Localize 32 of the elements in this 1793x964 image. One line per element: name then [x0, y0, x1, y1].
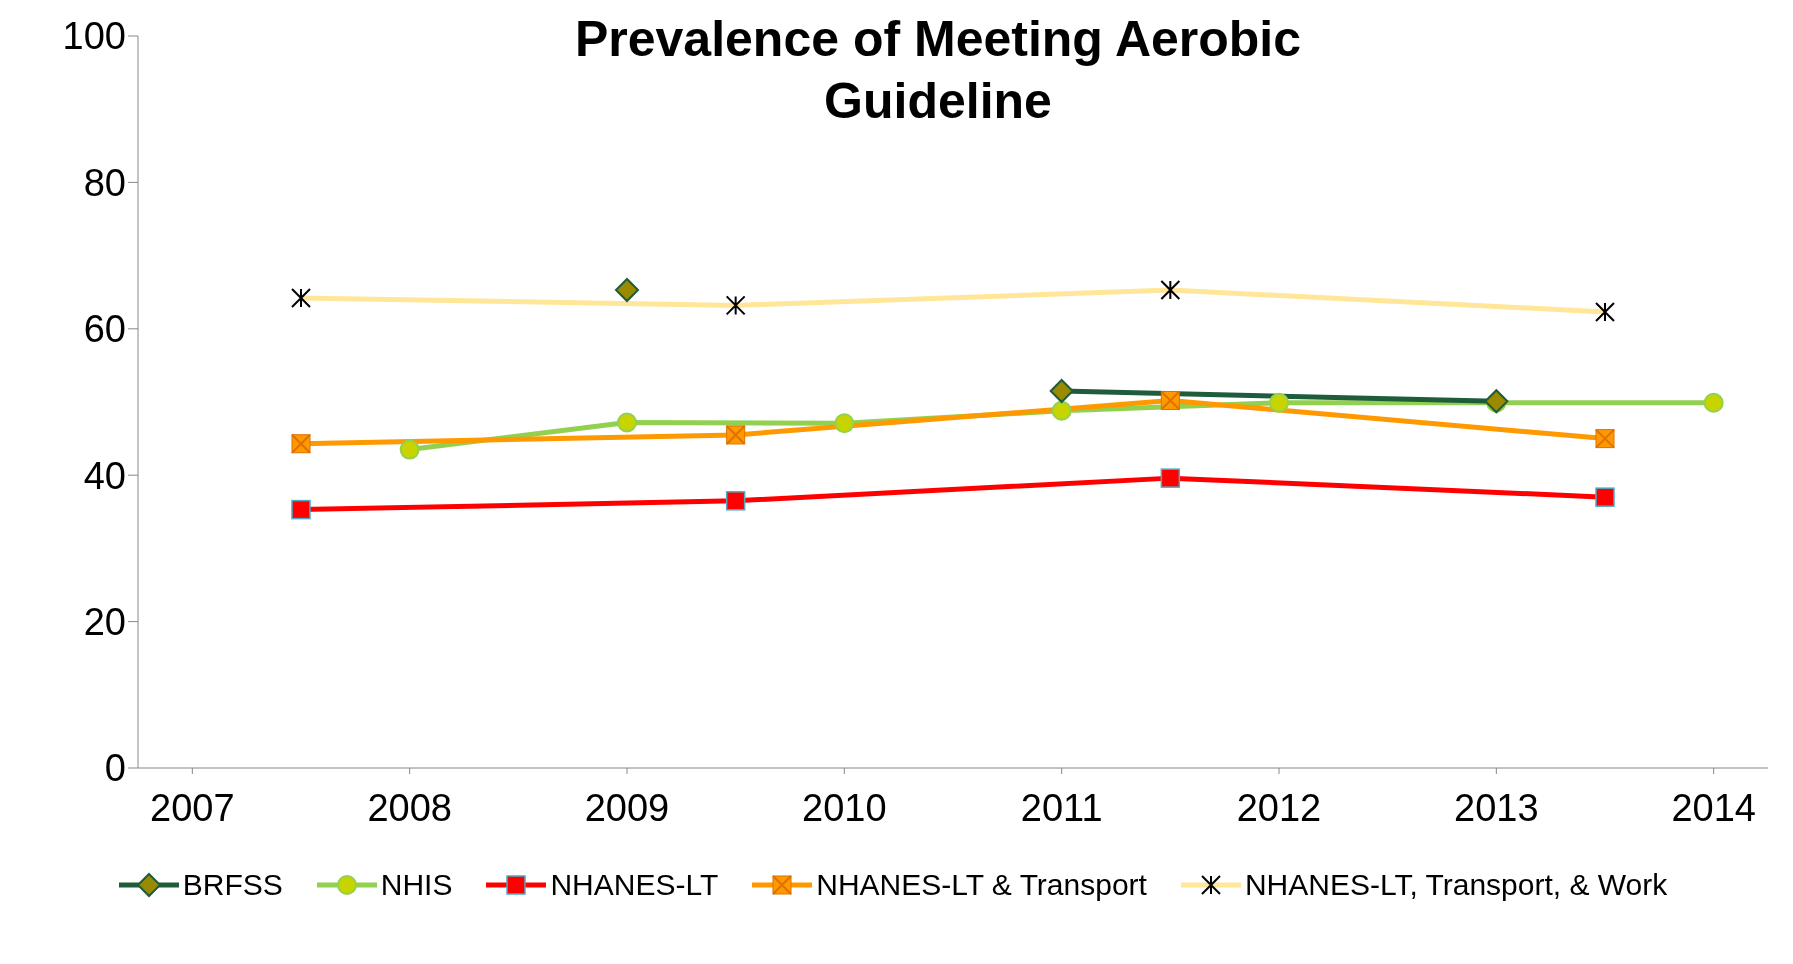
- point: [1051, 400, 1072, 421]
- legend-label: NHANES-LT & Transport: [816, 868, 1147, 902]
- point: [615, 278, 639, 302]
- y-tick-label: 80: [83, 161, 126, 204]
- point: [1595, 487, 1615, 507]
- x-tick-label: 2010: [802, 786, 887, 829]
- legend-label: BRFSS: [182, 868, 283, 902]
- point: [291, 499, 311, 520]
- y-tick-label: 60: [83, 308, 126, 351]
- legend-label: NHANES-LT: [550, 868, 719, 902]
- x-tick-label: 2011: [1020, 786, 1103, 829]
- x-tick-label: 2007: [150, 786, 235, 829]
- y-tick-label: 100: [62, 15, 126, 58]
- point: [1269, 392, 1289, 413]
- y-tick-label: 40: [83, 454, 126, 497]
- y-tick-label: 20: [83, 601, 126, 644]
- x-tick-label: 2009: [584, 786, 670, 829]
- x-tick-label: 2012: [1236, 786, 1322, 829]
- legend-label: NHIS: [380, 868, 453, 902]
- point: [399, 439, 420, 460]
- point: [1703, 392, 1724, 413]
- point: [1049, 379, 1074, 404]
- point: [834, 413, 855, 434]
- x-tick-label: 2014: [1671, 786, 1756, 829]
- chart-title: Prevalence of Meeting Aerobic Guideline: [573, 10, 1303, 131]
- point: [617, 412, 637, 433]
- point: [1160, 468, 1181, 488]
- x-tick-label: 2008: [367, 786, 452, 829]
- legend-label: NHANES-LT, Transport, & Work: [1244, 868, 1668, 902]
- x-tick-label: 2013: [1454, 786, 1539, 829]
- y-tick-label: 0: [104, 747, 126, 790]
- point: [725, 491, 746, 511]
